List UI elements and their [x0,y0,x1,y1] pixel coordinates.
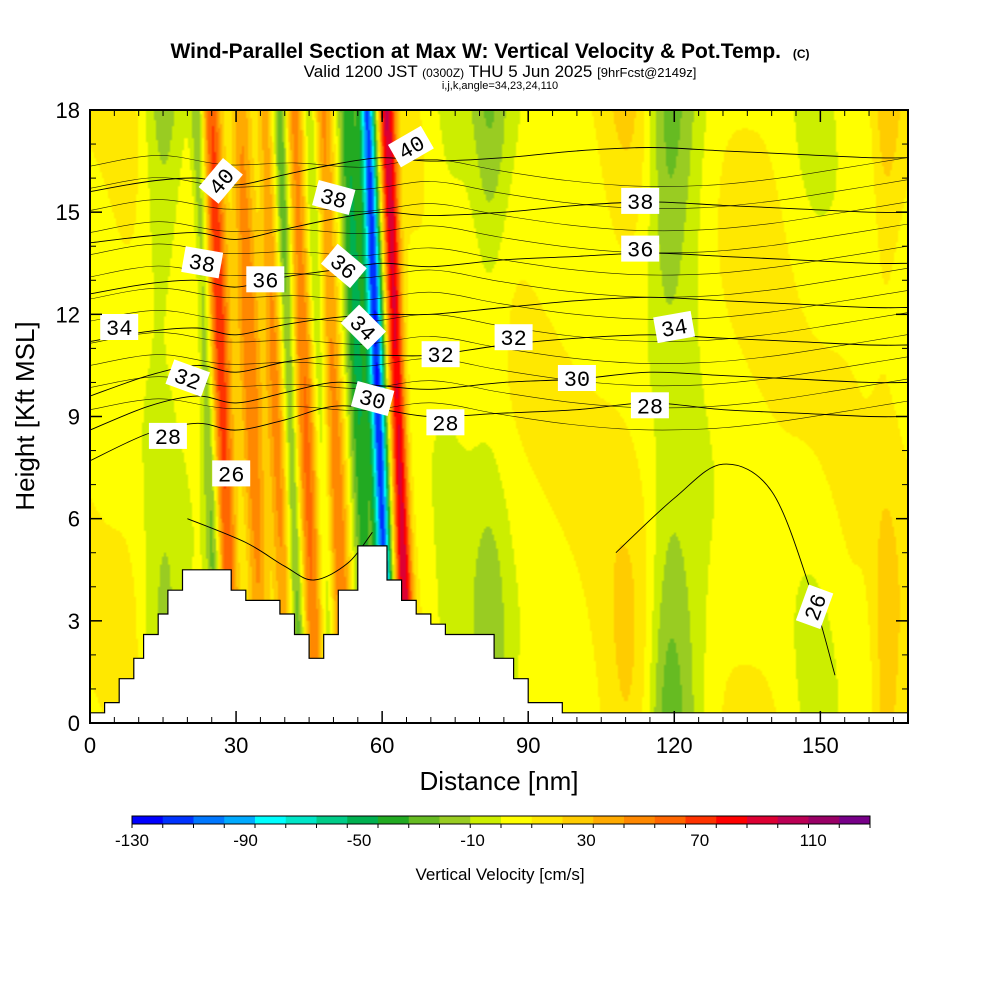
x-tick-label: 120 [656,733,693,758]
colorbar-swatch [255,816,287,824]
isentrope-line [90,221,908,254]
x-tick-label: 30 [224,733,248,758]
isentrope-line [90,265,908,298]
terrain [90,545,908,723]
svg-text:34: 34 [106,317,132,342]
colorbar-swatch [593,816,625,824]
contour-label-32: 32 [494,324,533,352]
contour-label-34: 34 [653,310,696,344]
contour-38-7 [90,201,908,244]
colorbar-swatch [654,816,686,824]
contour-label-36: 36 [621,235,660,264]
contour-label-28: 28 [426,409,465,437]
plot-area [90,110,908,723]
y-tick-label: 9 [68,405,80,430]
x-axis-label: Distance [nm] [420,766,579,796]
colorbar-swatch [132,816,164,824]
x-tick-label: 90 [516,733,540,758]
colorbar-swatch [777,816,809,824]
isentrope-line [90,376,908,409]
copyright-mark: (C) [793,47,810,61]
colorbar-swatch [378,816,410,824]
svg-text:28: 28 [637,395,663,420]
svg-text:28: 28 [432,412,458,437]
contour-label-36: 36 [246,266,285,294]
colorbar-tick-label: -10 [460,831,485,850]
svg-text:38: 38 [627,191,653,216]
contour-label-28: 28 [630,392,669,420]
colorbar-swatch [224,816,256,824]
x-tick-label: 60 [370,733,394,758]
colorbar-tick-label: 110 [800,831,827,850]
chart-subtitle: Valid 1200 JST (0300Z) THU 5 Jun 2025 [9… [304,62,697,81]
x-tick-label: 150 [802,733,839,758]
svg-text:28: 28 [155,426,181,451]
isentrope-line [90,354,908,387]
colorbar-swatch [285,816,317,824]
svg-text:32: 32 [427,344,453,369]
colorbar-swatch [685,816,717,824]
contour-label-38: 38 [181,246,224,279]
isentrope-line [90,243,908,276]
contour-label-30: 30 [557,365,596,393]
isentrope-line [90,199,908,232]
colorbar-swatch [316,816,348,824]
chart-title: Wind-Parallel Section at Max W: Vertical… [170,40,809,63]
svg-text:26: 26 [218,463,244,488]
colorbar-swatch [162,816,194,824]
contour-34-5 [90,296,908,343]
colorbar: -130 -90 -50 -10 30 70 110 [115,815,871,850]
contour-30-3 [90,371,908,431]
y-tick-label: 18 [56,98,80,123]
colorbar-swatch [501,816,533,824]
y-tick-label: 6 [68,507,80,532]
colorbar-tick-label: 70 [690,831,709,850]
contour-label-38: 38 [621,187,660,216]
isentrope-line [90,287,908,320]
svg-text:36: 36 [252,269,278,294]
colorbar-swatch [531,816,563,824]
colorbar-tick-label: -90 [233,831,258,850]
svg-text:32: 32 [500,327,526,352]
x-tick-label: 0 [84,733,96,758]
svg-text:34: 34 [659,315,689,344]
y-tick-label: 3 [68,609,80,634]
colorbar-swatch [439,816,471,824]
y-tick-label: 0 [68,711,80,736]
colorbar-swatch [408,816,440,824]
contour-label-34: 34 [100,314,139,342]
svg-text:30: 30 [564,368,590,393]
colorbar-swatch [808,816,840,824]
colorbar-swatch [747,816,779,824]
colorbar-tick-label: -130 [115,831,149,850]
contour-label-38: 38 [312,180,356,215]
colorbar-tick-label: 30 [577,831,596,850]
colorbar-swatch [716,816,748,824]
y-tick-label: 15 [56,200,80,225]
contour-label-28: 28 [148,422,187,451]
colorbar-swatch [470,816,502,824]
colorbar-swatch [624,816,656,824]
svg-text:36: 36 [627,239,653,264]
chart-subtitle-indices: i,j,k,angle=34,23,24,110 [442,80,558,92]
colorbar-label: Vertical Velocity [cm/s] [415,865,584,884]
svg-text:38: 38 [187,250,217,279]
contour-label-26: 26 [212,460,251,488]
y-tick-label: 12 [56,302,80,327]
colorbar-swatch [347,816,379,824]
colorbar-swatch [839,816,871,824]
contour-26-0 [187,518,373,581]
colorbar-swatch [193,816,225,824]
colorbar-swatch [562,816,594,824]
contour-36-6 [90,252,908,295]
contour-label-26: 26 [795,584,834,630]
isentrope-line [90,398,908,431]
colorbar-tick-label: -50 [347,831,372,850]
y-axis-label: Height [Kft MSL] [10,321,40,510]
contour-label-32: 32 [421,341,460,369]
